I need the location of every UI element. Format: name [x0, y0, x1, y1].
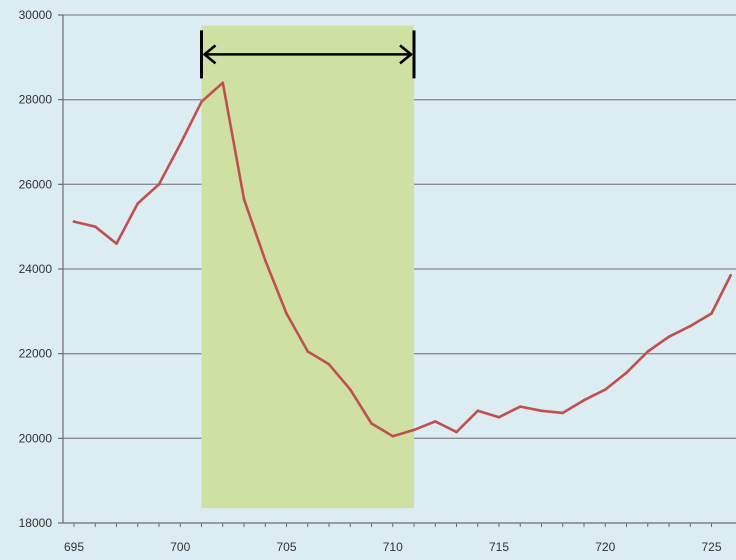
data-point: [710, 312, 713, 315]
data-point: [455, 430, 458, 434]
x-tick-label: 725: [701, 540, 721, 554]
data-point: [391, 434, 395, 438]
data-point: [178, 142, 182, 146]
data-point: [412, 428, 416, 432]
x-tick-labels: 695 700 705 710 715 720 725: [64, 540, 722, 554]
y-tick-label: 26000: [19, 177, 53, 191]
data-point: [729, 274, 732, 277]
y-tick-label: 22000: [19, 347, 53, 361]
data-point: [433, 420, 437, 423]
data-point: [603, 388, 607, 391]
data-point: [263, 259, 267, 262]
data-point: [221, 81, 225, 85]
data-point: [625, 371, 628, 375]
data-point: [115, 242, 118, 245]
range-arrow: [200, 30, 416, 79]
x-tick-label: 710: [383, 540, 403, 554]
data-point: [242, 197, 246, 201]
data-point: [306, 350, 310, 353]
highlight-region: [201, 25, 414, 509]
axes: [58, 14, 736, 527]
data-point: [476, 409, 480, 413]
x-tick-label: 720: [595, 540, 615, 554]
y-tick-label: 20000: [19, 431, 53, 445]
arrow-left-head: [203, 44, 217, 65]
y-tick-label: 24000: [19, 262, 53, 276]
data-point: [497, 415, 501, 419]
y-tick-label: 28000: [19, 93, 53, 107]
data-point: [688, 324, 692, 328]
data-point: [136, 202, 140, 205]
x-tick-label: 700: [170, 540, 190, 554]
data-point: [200, 100, 203, 104]
y-tick-label: 30000: [19, 8, 53, 22]
data-point: [285, 312, 288, 315]
highlight-band: [201, 25, 414, 509]
data-point: [540, 409, 543, 413]
data-point: [582, 398, 586, 402]
data-point: [157, 183, 161, 186]
arrow-right-head: [399, 44, 413, 65]
x-tick-label: 705: [276, 540, 296, 554]
data-point: [518, 405, 522, 408]
series-line-0: [72, 81, 732, 438]
y-tick-labels: 18000 20000 22000 24000 26000 28000 30000: [19, 8, 53, 530]
data-point: [667, 335, 671, 339]
data-point: [327, 362, 331, 366]
data-point: [646, 350, 650, 353]
x-tick-label: 695: [64, 540, 84, 554]
y-tick-label: 18000: [19, 516, 53, 530]
data-point: [72, 220, 76, 223]
data-point: [93, 225, 97, 228]
data-point: [370, 422, 373, 425]
x-tick-label: 715: [489, 540, 509, 554]
data-point: [561, 411, 565, 415]
series-layer: [72, 81, 732, 438]
data-point: [348, 388, 352, 391]
